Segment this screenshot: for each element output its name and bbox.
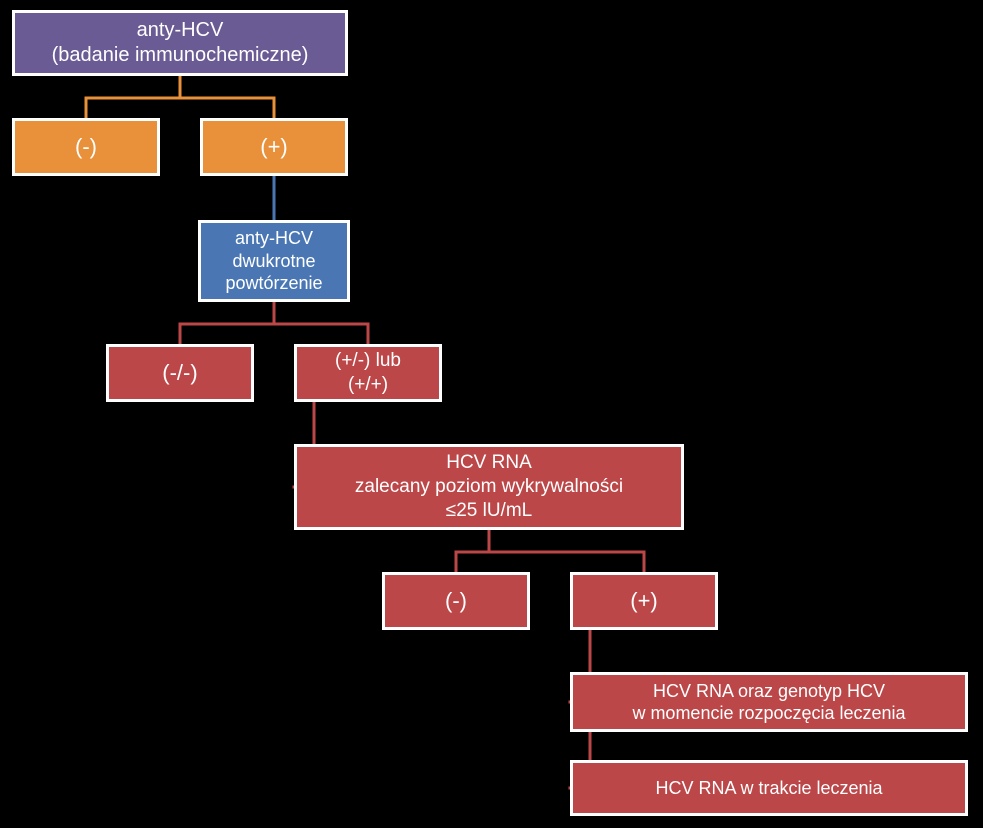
node-result-positive: (+)	[200, 118, 348, 176]
node-rna-during-treatment: HCV RNA w trakcie leczenia	[570, 760, 968, 816]
node-result-negative: (-)	[12, 118, 160, 176]
node-hcv-rna-threshold: HCV RNA zalecany poziom wykrywalności ≤2…	[294, 444, 684, 530]
flowchart-stage: anty-HCV (badanie immunochemiczne) (-) (…	[0, 0, 983, 828]
node-rna-genotype-start: HCV RNA oraz genotyp HCV w momencie rozp…	[570, 672, 968, 732]
node-rna-negative: (-)	[382, 572, 530, 630]
node-repeat-neg-neg: (-/-)	[106, 344, 254, 402]
node-rna-positive: (+)	[570, 572, 718, 630]
node-anty-hcv-initial: anty-HCV (badanie immunochemiczne)	[12, 10, 348, 76]
node-repeat-pos: (+/-) lub (+/+)	[294, 344, 442, 402]
node-anty-hcv-repeat: anty-HCV dwukrotne powtórzenie	[198, 220, 350, 302]
